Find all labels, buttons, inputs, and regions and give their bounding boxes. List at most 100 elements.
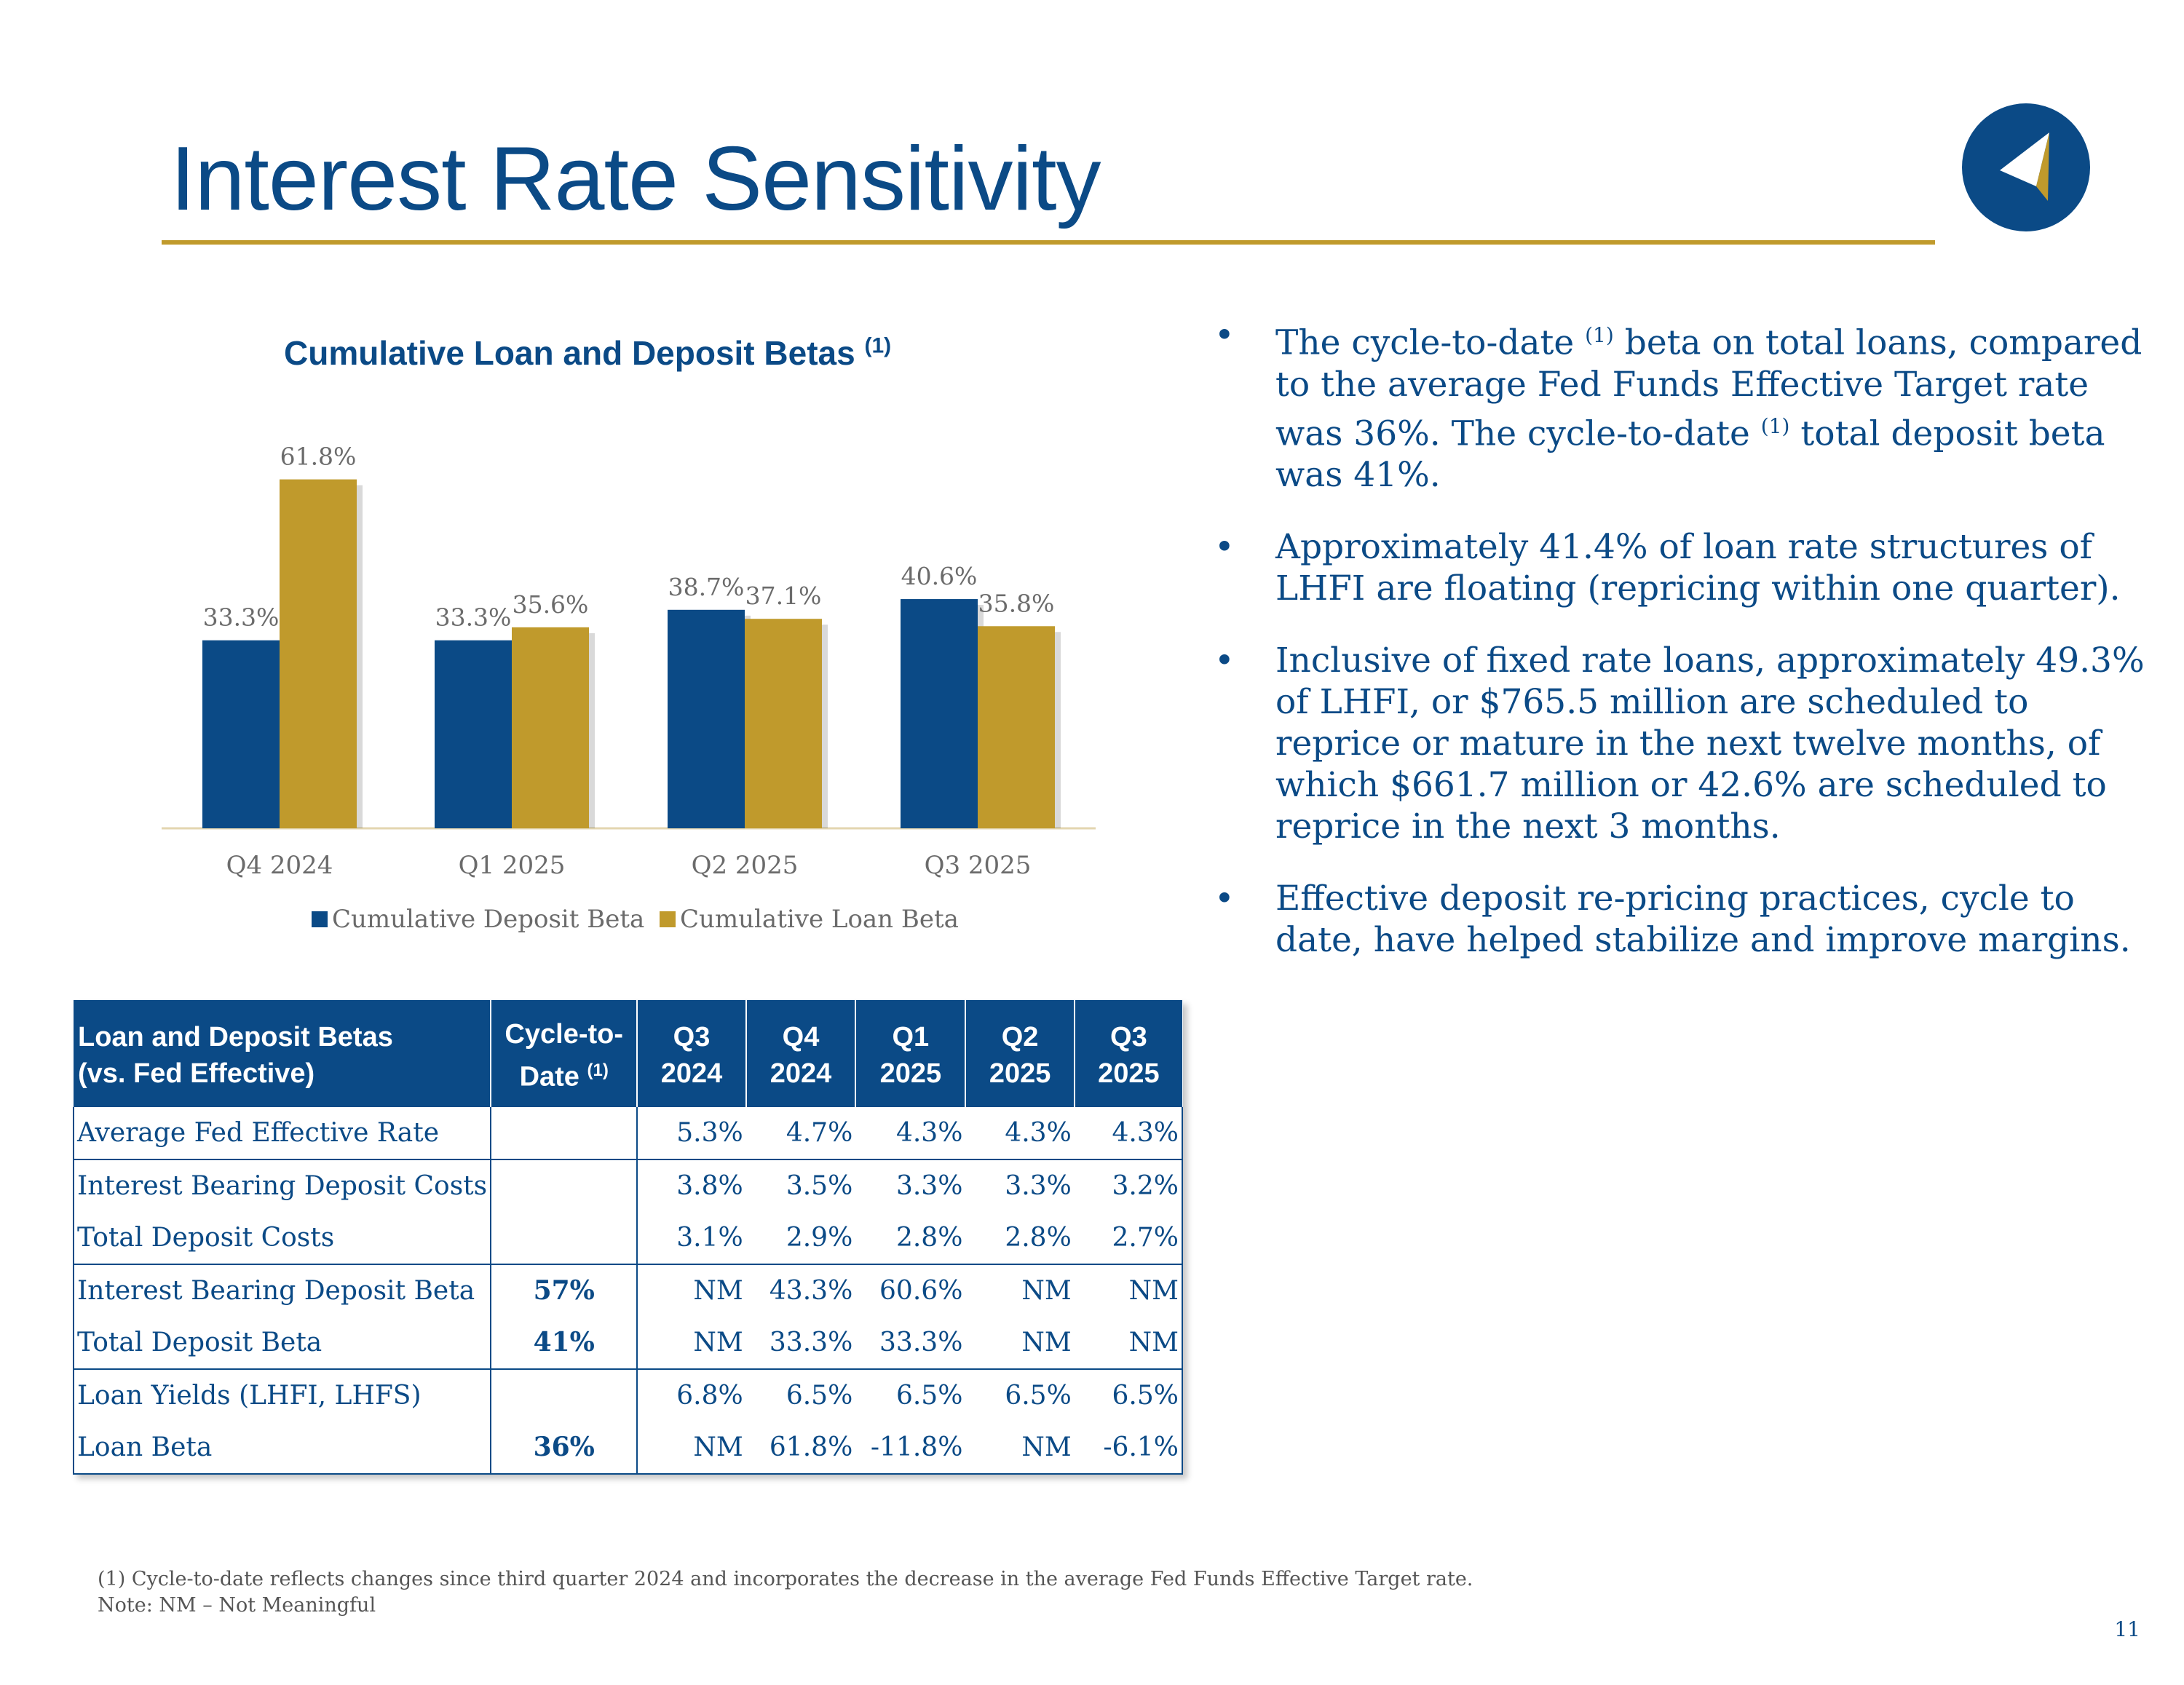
table-header-quarter: Q4 2024 (745, 1000, 857, 1107)
bar (745, 619, 822, 828)
value-cell: 5.3% (637, 1106, 746, 1160)
table-row: Interest Bearing Deposit Costs 3.8% 3.5%… (72, 1159, 1184, 1212)
bullet-item: Approximately 41.4% of loan rate structu… (1214, 526, 2161, 609)
value-cell: NM (965, 1421, 1075, 1475)
cycle-to-date-cell: 36% (491, 1421, 638, 1475)
value-cell: 3.2% (1074, 1159, 1184, 1212)
data-label: 35.6% (513, 590, 589, 619)
table-row: Total Deposit Costs 3.1% 2.9% 2.8% 2.8% … (72, 1211, 1184, 1265)
row-label: Loan Beta (72, 1421, 492, 1475)
table-header-row: Loan and Deposit Betas (vs. Fed Effective… (74, 1000, 1182, 1107)
cycle-to-date-cell (491, 1211, 638, 1265)
bar (280, 479, 357, 828)
cycle-to-date-cell: 41% (491, 1316, 638, 1370)
table-row: Total Deposit Beta 41% NM 33.3% 33.3% NM… (72, 1316, 1184, 1370)
row-label: Interest Bearing Deposit Costs (72, 1159, 492, 1212)
cycle-to-date-cell (491, 1159, 638, 1212)
row-label: Interest Bearing Deposit Beta (72, 1264, 492, 1317)
data-label: 38.7% (668, 573, 745, 601)
data-label: 35.8% (978, 589, 1055, 617)
compass-arrow-logo-icon (1962, 103, 2090, 231)
x-tick-label: Q4 2024 (226, 851, 333, 880)
data-label: 33.3% (203, 603, 280, 632)
value-cell: 2.8% (855, 1211, 966, 1265)
value-cell: 3.1% (637, 1211, 746, 1265)
value-cell: 6.5% (1005, 1380, 1072, 1411)
value-cell: NM (637, 1316, 746, 1370)
table-row: Interest Bearing Deposit Beta 57% NM 43.… (72, 1264, 1184, 1317)
value-cell: 2.9% (745, 1211, 856, 1265)
table-header-quarter: Q3 2024 (637, 1000, 747, 1107)
value-cell: 3.3% (1005, 1170, 1072, 1201)
x-tick-label: Q3 2025 (925, 851, 1032, 880)
data-label: 40.6% (901, 562, 978, 590)
row-label: Total Deposit Beta (72, 1316, 492, 1370)
table-header-label: Loan and Deposit Betas (vs. Fed Effective… (74, 1000, 492, 1107)
row-label: Average Fed Effective Rate (72, 1106, 492, 1160)
table-row: Loan Yields (LHFI, LHFS) 6.8% 6.5% 6.5% … (72, 1368, 1184, 1422)
legend-label: Cumulative Deposit Beta (332, 905, 644, 934)
key-points-list: The cycle-to-date (1) beta on total loan… (1214, 314, 2161, 991)
cycle-to-date-cell (491, 1368, 638, 1422)
bullet-item: Inclusive of fixed rate loans, approxima… (1214, 640, 2161, 847)
value-cell: 60.6% (879, 1275, 963, 1306)
data-label: 61.8% (280, 443, 357, 471)
value-cell: 4.3% (965, 1106, 1075, 1160)
value-cell: 6.5% (1074, 1368, 1184, 1422)
bar (668, 609, 745, 828)
value-cell: 33.3% (745, 1316, 856, 1370)
footnote: (1) Cycle-to-date reflects changes since… (98, 1566, 1772, 1619)
value-cell: 2.7% (1074, 1211, 1184, 1265)
page-number: 11 (2114, 1617, 2140, 1641)
x-tick-label: Q1 2025 (459, 851, 566, 880)
value-cell: 3.5% (786, 1170, 853, 1201)
table-header-quarter: Q3 2025 (1074, 1000, 1182, 1107)
footnote-line: Note: NM – Not Meaningful (98, 1594, 376, 1617)
value-cell: 3.3% (895, 1170, 963, 1201)
value-cell: 6.8% (676, 1380, 743, 1411)
loan-deposit-betas-table: Loan and Deposit Betas (vs. Fed Effective… (72, 1000, 1184, 1475)
legend-swatch (660, 911, 676, 927)
value-cell: 3.8% (676, 1170, 743, 1201)
value-cell: NM (1074, 1316, 1184, 1370)
value-cell: 33.3% (855, 1316, 966, 1370)
legend-label: Cumulative Loan Beta (680, 905, 959, 934)
bar (512, 627, 589, 828)
title-divider (162, 240, 1935, 245)
value-cell: NM (693, 1275, 743, 1306)
data-label: 33.3% (435, 603, 512, 632)
chart-title: Cumulative Loan and Deposit Betas (1) (284, 333, 892, 372)
legend-swatch (312, 911, 328, 927)
x-tick-label: Q2 2025 (692, 851, 799, 880)
value-cell: 4.7% (745, 1106, 856, 1160)
value-cell: -6.1% (1074, 1421, 1184, 1475)
page-title: Interest Rate Sensitivity (170, 129, 1101, 229)
bullet-item: Effective deposit re-pricing practices, … (1214, 878, 2161, 961)
bar (978, 626, 1055, 828)
table-header-cycle: Cycle-to- Date (1) (491, 1000, 638, 1107)
table-row: Loan Beta 36% NM 61.8% -11.8% NM -6.1% (72, 1421, 1184, 1475)
row-label: Total Deposit Costs (72, 1211, 492, 1265)
value-cell: NM (637, 1421, 746, 1475)
cycle-to-date-cell (491, 1106, 638, 1160)
bar (435, 640, 512, 828)
value-cell: NM (1074, 1264, 1184, 1317)
data-label: 37.1% (745, 582, 822, 610)
value-cell: NM (965, 1316, 1075, 1370)
value-cell: -11.8% (855, 1421, 966, 1475)
table-row: Average Fed Effective Rate 5.3% 4.7% 4.3… (72, 1106, 1184, 1160)
value-cell: 2.8% (965, 1211, 1075, 1265)
bullet-item: The cycle-to-date (1) beta on total loan… (1214, 314, 2161, 496)
value-cell: 4.3% (855, 1106, 966, 1160)
cycle-to-date-cell: 57% (491, 1264, 638, 1317)
row-label: Loan Yields (LHFI, LHFS) (72, 1368, 492, 1422)
value-cell: 6.5% (895, 1380, 963, 1411)
value-cell: 6.5% (786, 1380, 853, 1411)
value-cell: 61.8% (745, 1421, 856, 1475)
table-header-quarter: Q2 2025 (965, 1000, 1075, 1107)
bar (901, 599, 978, 828)
footnote-line: (1) Cycle-to-date reflects changes since… (98, 1568, 1473, 1590)
value-cell: 4.3% (1074, 1106, 1184, 1160)
table-header-quarter: Q1 2025 (855, 1000, 967, 1107)
